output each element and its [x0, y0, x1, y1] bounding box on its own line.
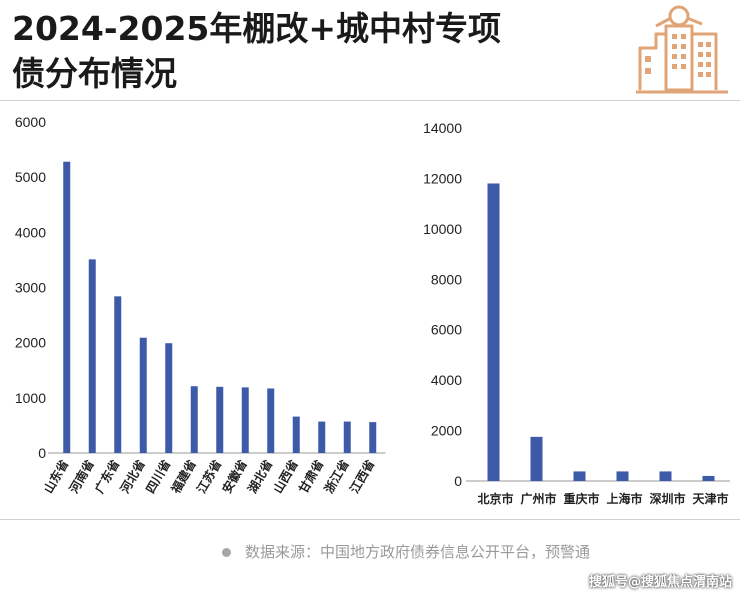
data-source: 数据来源：中国地方政府债券信息公开平台，预警通 [222, 541, 590, 562]
category-label: 福建省 [167, 457, 198, 497]
bullet-dot-icon [222, 548, 231, 557]
category-label: 四川省 [142, 457, 173, 496]
category-label: 重庆市 [563, 491, 599, 506]
y-tick-label: 10000 [423, 221, 462, 237]
bar [114, 296, 122, 453]
category-label: 北京市 [477, 491, 513, 506]
bar [702, 475, 715, 481]
y-tick-label: 1000 [15, 390, 46, 406]
category-label: 深圳市 [649, 491, 685, 506]
category-label: 上海市 [606, 491, 642, 506]
category-label: 安徽省 [219, 457, 250, 496]
building-icon [636, 5, 728, 94]
y-tick-label: 0 [38, 445, 46, 461]
bar [190, 386, 198, 453]
y-tick-label: 4000 [431, 372, 462, 388]
data-source-text: 数据来源：中国地方政府债券信息公开平台，预警通 [245, 543, 591, 561]
bar [343, 421, 351, 453]
y-tick-label: 4000 [15, 224, 46, 240]
bar [318, 421, 326, 453]
bar [63, 161, 71, 453]
y-tick-label: 6000 [431, 322, 462, 338]
category-label: 河北省 [116, 457, 147, 497]
y-tick-label: 3000 [15, 280, 46, 296]
y-tick-label: 5000 [15, 169, 46, 185]
bar [292, 416, 300, 453]
bar [573, 471, 586, 481]
category-label: 浙江省 [321, 457, 352, 496]
bar [616, 471, 629, 481]
bar [487, 183, 500, 481]
y-tick-label: 14000 [423, 120, 462, 136]
bar [88, 259, 96, 453]
category-label: 广州市 [520, 491, 556, 506]
category-label: 江西省 [346, 457, 377, 496]
title-line-1: 2024-2025年棚改+城中村专项 [12, 9, 502, 48]
y-tick-label: 2000 [431, 423, 462, 439]
watermark-tag: 搜狐号@搜狐焦点渭南站 [588, 575, 732, 590]
bar [530, 436, 543, 481]
y-tick-label: 12000 [423, 170, 462, 186]
bar [216, 386, 224, 453]
bar [369, 422, 377, 453]
y-tick-label: 8000 [431, 271, 462, 287]
category-label: 江苏省 [193, 457, 224, 496]
bar [139, 337, 147, 453]
footer-divider [0, 519, 740, 520]
y-tick-label: 0 [454, 473, 462, 489]
category-label: 山东省 [40, 457, 71, 496]
cities-bar-chart: 0 2000 4000 6000 8000 10000 12000 14000 北京市 广州市 重庆… [423, 120, 730, 506]
bar [241, 387, 249, 453]
category-label: 广东省 [91, 457, 122, 496]
header-divider [0, 100, 740, 101]
bar [659, 471, 672, 481]
category-label: 湖北省 [244, 457, 275, 496]
bar [165, 343, 173, 453]
y-tick-label: 6000 [15, 114, 46, 130]
category-label: 天津市 [692, 491, 728, 506]
bar [267, 388, 275, 453]
chart-title: 2024-2025年棚改+城中村专项 债分布情况 [12, 6, 612, 96]
category-label: 河南省 [65, 457, 96, 497]
category-label: 甘肃省 [295, 457, 326, 496]
provinces-bar-chart: 0 1000 2000 3000 4000 5000 6000 山东省河南省广东省河北省四川省… [15, 114, 386, 497]
category-label: 山西省 [270, 457, 301, 496]
title-line-2: 债分布情况 [12, 54, 177, 93]
y-tick-label: 2000 [15, 335, 46, 351]
